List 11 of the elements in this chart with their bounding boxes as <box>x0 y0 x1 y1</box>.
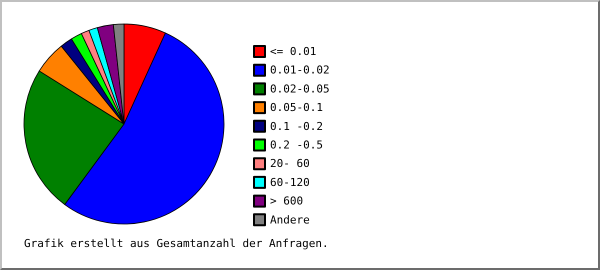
legend-label: 0.1 -0.2 <box>270 120 323 133</box>
legend-label: 60-120 <box>270 176 310 189</box>
text: Grafik erstellt aus Gesamtanzahl der Anfragen. <box>24 237 329 250</box>
legend-label: 0.01-0.02 <box>270 64 330 77</box>
legend-label: 20- 60 <box>270 157 310 170</box>
legend-label: 0.02-0.05 <box>270 82 330 96</box>
legend-label: > 600 <box>270 194 304 208</box>
legend-label: 0.05-0.1 <box>270 101 323 114</box>
legend-label: Andere <box>270 213 310 226</box>
legend-label: <= 0.01 <box>270 45 316 58</box>
legend-label: 0.2 -0.5 <box>270 138 323 152</box>
